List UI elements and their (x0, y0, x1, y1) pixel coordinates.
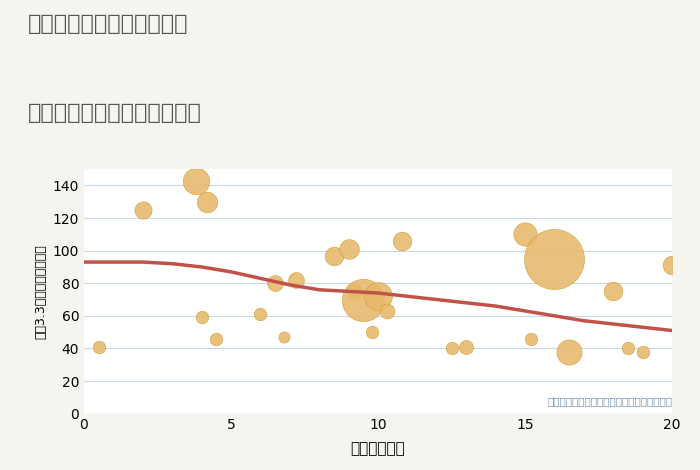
Point (367, 329, 378, 336)
Point (290, 276, 301, 284)
Point (211, 335, 222, 343)
Point (279, 333, 290, 341)
Point (137, 206, 148, 214)
Point (461, 343, 472, 351)
Point (396, 237, 407, 245)
Point (190, 177, 202, 184)
Point (349, 288, 360, 295)
Point (358, 296, 369, 303)
Text: 奈良県奈良市恋の窪東町の: 奈良県奈良市恋の窪東町の (28, 14, 188, 34)
Point (196, 313, 207, 321)
Point (93, 343, 104, 351)
Point (666, 262, 678, 269)
Point (446, 345, 457, 352)
Point (622, 345, 634, 352)
Point (202, 198, 213, 205)
Point (525, 335, 536, 343)
Point (255, 311, 266, 318)
Text: 駅距離別中古マンション価格: 駅距離別中古マンション価格 (28, 103, 202, 124)
Point (372, 292, 384, 300)
Point (343, 245, 354, 253)
X-axis label: 駅距離（分）: 駅距離（分） (351, 441, 405, 456)
Point (270, 280, 281, 287)
Point (519, 231, 531, 238)
Point (382, 307, 393, 315)
Point (637, 348, 648, 355)
Point (564, 348, 575, 355)
Point (328, 252, 339, 259)
Point (549, 255, 560, 263)
Point (608, 288, 619, 295)
Y-axis label: 坪（3.3㎡）単価（万円）: 坪（3.3㎡）単価（万円） (34, 244, 47, 339)
Text: 円の大きさは、取引のあった物件面積を示す: 円の大きさは、取引のあった物件面積を示す (547, 396, 672, 406)
